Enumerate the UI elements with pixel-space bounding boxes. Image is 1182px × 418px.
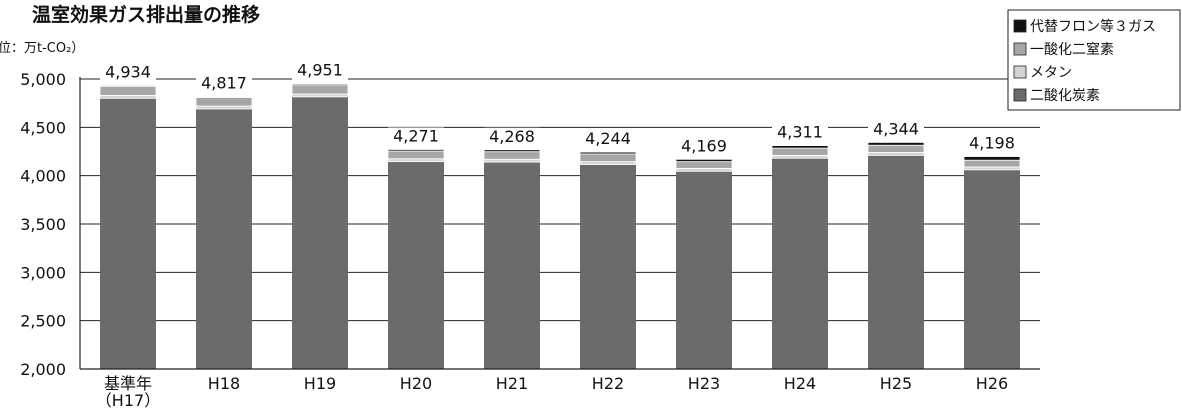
axes: 2,000 2,500 3,000 3,500 4,000 4,500 5,000 基準年（H… [20, 70, 1040, 410]
total-label: 4,198 [969, 134, 1015, 153]
bar-segment [676, 171, 732, 369]
legend-swatch [1013, 88, 1027, 102]
bar-segment [771, 145, 829, 149]
bar-segment [675, 158, 733, 163]
x-tick-label: H18 [208, 374, 240, 393]
total-label-bg [292, 61, 348, 80]
total-label: 4,934 [105, 62, 151, 81]
bar-segment [291, 93, 349, 98]
bar-segment [579, 161, 637, 165]
bar-segment [963, 156, 1021, 161]
bar-segment [484, 162, 540, 369]
bar-segment [99, 95, 157, 99]
bar-segment [771, 147, 829, 156]
total-label-bg [772, 123, 828, 142]
x-tick-label: H25 [880, 374, 912, 393]
bar-segment [963, 159, 1021, 168]
legend-label: 二酸化炭素 [1030, 88, 1100, 104]
bar-segment [771, 154, 829, 159]
x-tick-label: H24 [784, 374, 816, 393]
bar-segment [483, 158, 541, 163]
legend-swatch [1013, 19, 1027, 33]
bar-segment [867, 152, 925, 156]
total-label: 4,951 [297, 61, 343, 80]
bar-segment [772, 158, 828, 369]
bar-segment [388, 161, 444, 369]
legend-swatch [1013, 42, 1027, 56]
bar-segment [868, 155, 924, 369]
total-label: 4,244 [585, 129, 631, 148]
bar-segment [579, 151, 637, 155]
bar-segment [196, 108, 252, 369]
bar-segment [195, 96, 253, 107]
total-label: 4,268 [489, 127, 535, 146]
x-tick-label: H20 [400, 374, 432, 393]
bar-segment [195, 96, 253, 98]
bar-segment [291, 84, 349, 95]
x-tick-label: （H17） [96, 391, 160, 410]
total-label-bg [676, 137, 732, 156]
bar-segment [100, 98, 156, 369]
y-tick-label: 5,000 [20, 70, 66, 89]
legend-swatch [1013, 65, 1027, 79]
legend-label: メタン [1030, 65, 1072, 81]
total-label: 4,311 [777, 123, 823, 142]
x-tick-label: H26 [976, 374, 1008, 393]
data-labels: 4,934 4,817 4,951 4,271 4,268 4,244 4,169 4,311… [100, 61, 1020, 156]
y-tick-label: 3,500 [20, 215, 66, 234]
bar-segment [580, 164, 636, 369]
y-tick-label: 4,000 [20, 167, 66, 186]
bar-segment [867, 142, 925, 146]
bar-segment [291, 83, 349, 86]
bar-segment [195, 105, 253, 110]
legend-label: 代替フロン等３ガス [1030, 18, 1156, 35]
y-tick-label: 2,500 [20, 312, 66, 331]
legend-box [1007, 9, 1181, 111]
legend-label: 一酸化二窒素 [1030, 41, 1114, 58]
bar-segment [964, 169, 1020, 369]
unit-label: 位：万t-CO₂） [0, 41, 84, 56]
total-label-bg [964, 134, 1020, 153]
bars [99, 83, 1021, 369]
total-label: 4,344 [873, 119, 919, 138]
bar-segment [675, 161, 733, 169]
x-tick-label: 基準年 [104, 374, 152, 393]
chart-title: 温室効果ガス排出量の推移 [32, 3, 260, 26]
x-tick-label: H21 [496, 374, 528, 393]
total-label: 4,271 [393, 126, 439, 145]
bar-segment [99, 85, 157, 96]
bar-segment [483, 151, 541, 160]
bar-segment [867, 144, 925, 153]
x-tick-label: H19 [304, 374, 336, 393]
bar-segment [387, 158, 445, 163]
bar-segment [387, 150, 445, 160]
bar-segment [99, 84, 157, 87]
y-tick-label: 3,000 [20, 263, 66, 282]
y-tick-label: 4,500 [20, 118, 66, 137]
total-label-bg [868, 120, 924, 139]
y-tick-label: 2,000 [20, 360, 66, 379]
total-label-bg [100, 63, 156, 82]
total-label-bg [484, 127, 540, 146]
total-label: 4,817 [201, 74, 247, 93]
x-tick-label: H23 [688, 374, 720, 393]
bar-segment [579, 153, 637, 163]
total-label: 4,169 [681, 136, 727, 155]
x-tick-label: H22 [592, 374, 624, 393]
bar-segment [483, 149, 541, 153]
total-label-bg [196, 74, 252, 93]
total-label-bg [388, 127, 444, 146]
bar-segment [675, 168, 733, 172]
total-label-bg [580, 130, 636, 149]
bar-segment [387, 149, 445, 152]
bar-segment [963, 166, 1021, 171]
bar-segment [292, 96, 348, 369]
